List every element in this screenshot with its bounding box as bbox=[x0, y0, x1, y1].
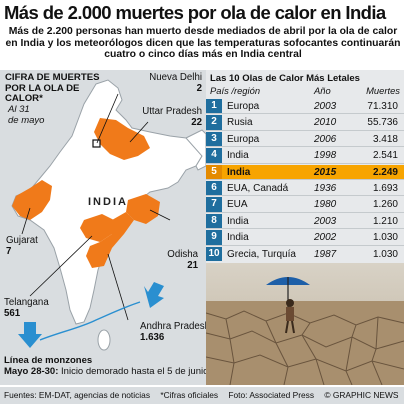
map-heading: Cifra de Muertes por la Ola de Calor* bbox=[5, 72, 100, 104]
page-title: Más de 2.000 muertes por ola de calor en… bbox=[4, 2, 386, 23]
label-odisha: Odisha 21 bbox=[167, 249, 198, 271]
label-gujarat: Gujarat 7 bbox=[6, 235, 38, 257]
state-odisha bbox=[126, 194, 160, 224]
delhi-marker bbox=[92, 139, 101, 148]
table-row: 4 India 1998 2.541 bbox=[206, 148, 404, 164]
header-country: País /región bbox=[210, 85, 261, 96]
state-telangana bbox=[80, 214, 114, 242]
table-row: 6 EUA, Canadá 1936 1.693 bbox=[206, 181, 404, 197]
footer-note: *Cifras oficiales bbox=[160, 390, 219, 400]
subtitle: Más de 2.200 personas han muerto desde m… bbox=[5, 26, 401, 61]
map-panel bbox=[0, 70, 206, 385]
state-andhra-pradesh bbox=[86, 212, 134, 268]
footer-photo: Foto: Associated Press bbox=[228, 390, 315, 400]
header-year: Año bbox=[314, 85, 331, 96]
monsoon-line bbox=[39, 301, 141, 341]
label-uttar-pradesh: Uttar Pradesh 22 bbox=[142, 106, 202, 128]
footer: Fuentes: EM-DAT, agencias de noticias *C… bbox=[0, 387, 404, 404]
photo-drought bbox=[206, 263, 404, 385]
country-label: INDIA bbox=[88, 196, 128, 208]
table-row: 7 EUA 1980 1.260 bbox=[206, 197, 404, 213]
table-row: 2 Rusia 2010 55.736 bbox=[206, 115, 404, 131]
header-deaths: Muertes bbox=[366, 85, 400, 96]
label-andhra-pradesh: Andhra Pradesh 1.636 bbox=[140, 321, 211, 343]
state-gujarat bbox=[12, 180, 52, 220]
footer-credit: © GRAPHIC NEWS bbox=[324, 390, 399, 400]
table-row: 9 India 2002 1.030 bbox=[206, 230, 404, 246]
india-northeast bbox=[185, 129, 206, 171]
table-row-highlighted: 5 India 2015 2.249 bbox=[206, 164, 404, 180]
monsoon-caption: Línea de monzones Mayo 28-30: Inicio dem… bbox=[4, 355, 209, 377]
sri-lanka bbox=[97, 329, 111, 351]
table-row: 10 Grecia, Turquía 1987 1.030 bbox=[206, 246, 404, 262]
table-header: País /región Año Muertes bbox=[210, 85, 402, 97]
table-title: Las 10 Olas de Calor Más Letales bbox=[210, 73, 360, 84]
footer-sources: Fuentes: EM-DAT, agencias de noticias bbox=[4, 390, 151, 400]
map-note: Al 31 de mayo bbox=[8, 104, 45, 126]
drought-photo-illustration bbox=[206, 263, 404, 385]
table-row: 3 Europa 2006 3.418 bbox=[206, 131, 404, 148]
label-telangana: Telangana 561 bbox=[4, 297, 49, 319]
table-row: 8 India 2003 1.210 bbox=[206, 213, 404, 230]
table-row: 1 Europa 2003 71.310 bbox=[206, 99, 404, 115]
monsoon-arrow-icon bbox=[18, 322, 42, 348]
india-map bbox=[11, 79, 206, 351]
state-uttar-pradesh bbox=[94, 118, 150, 160]
monsoon-arrow-icon bbox=[144, 282, 164, 308]
label-nueva-delhi: Nueva Delhi 2 bbox=[149, 72, 202, 94]
